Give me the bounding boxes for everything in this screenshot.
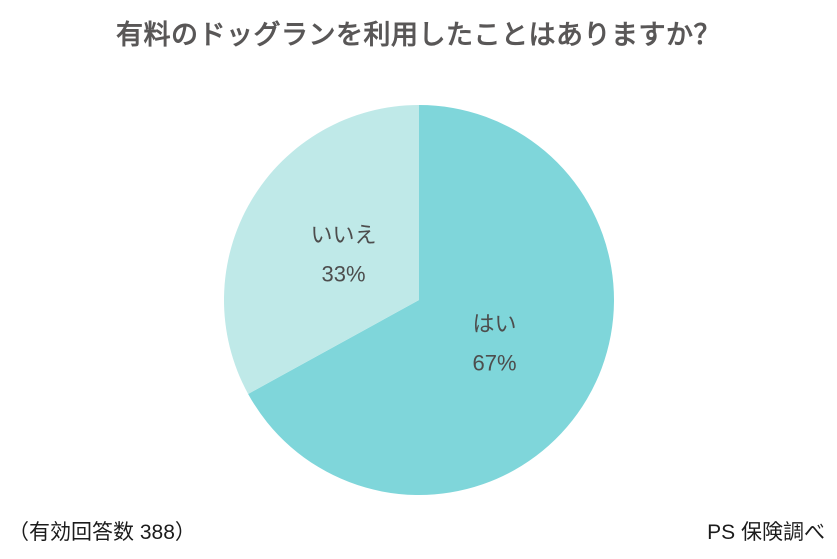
footnote-source: PS 保険調べ	[707, 521, 825, 544]
pie-slice-はい	[248, 105, 615, 495]
slice-name-label: いいえ	[310, 222, 376, 247]
chart-title: 有料のドッグランを利用したことはありますか？	[116, 20, 721, 50]
slice-name-label: はい	[472, 312, 516, 337]
pie-slice-いいえ	[224, 105, 419, 394]
slice-percent-label: 67%	[472, 351, 516, 376]
slice-percent-label: 33%	[321, 261, 365, 286]
footnote-sample-size: （有効回答数 388）	[8, 521, 196, 544]
